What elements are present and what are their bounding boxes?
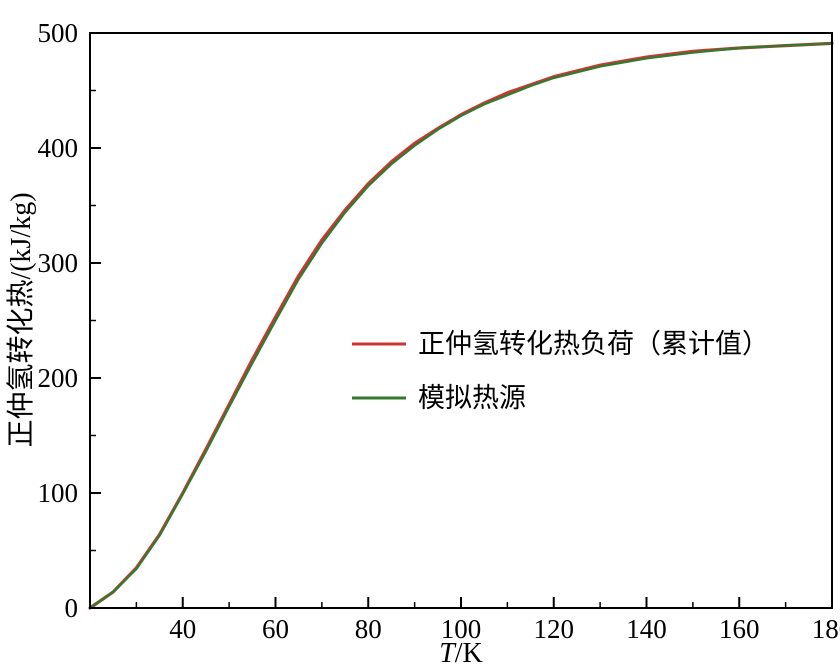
plot-frame <box>89 32 833 609</box>
axes-frame <box>89 32 833 609</box>
x-tick-label: 140 <box>626 614 667 644</box>
y-tick-label: 200 <box>38 363 79 393</box>
y-tick-label: 300 <box>38 248 79 278</box>
x-tick-label: 180 <box>812 614 840 644</box>
y-tick-label: 400 <box>38 133 79 163</box>
x-tick-label: 80 <box>355 614 382 644</box>
x-axis-label: T/K <box>439 638 483 669</box>
y-tick-label: 500 <box>38 18 79 48</box>
series-curve-2 <box>88 42 834 610</box>
legend: 正仲氢转化热负荷（累计值） 模拟热源 <box>352 329 769 413</box>
x-tick-label: 60 <box>262 614 289 644</box>
x-tick-label: 120 <box>534 614 575 644</box>
x-axis-label-symbol: T <box>439 638 457 669</box>
x-axis-label-unit: /K <box>455 638 483 669</box>
y-tick-label: 0 <box>65 593 79 623</box>
tick-labels: 40 60 80 100 120 140 160 180 0 100 200 300 400 500 <box>38 18 840 644</box>
x-tick-label: 160 <box>719 614 760 644</box>
x-tick-label: 100 <box>441 614 482 644</box>
series-curves <box>88 41 834 610</box>
y-tick-label: 100 <box>38 478 79 508</box>
x-tick-label: 40 <box>169 614 196 644</box>
series-curve-1 <box>88 41 834 610</box>
legend-label-series-1: 正仲氢转化热负荷（累计值） <box>418 329 769 359</box>
y-axis-label: 正仲氢转化热/(kJ/kg) <box>5 192 37 447</box>
legend-label-series-2: 模拟热源 <box>418 383 526 413</box>
